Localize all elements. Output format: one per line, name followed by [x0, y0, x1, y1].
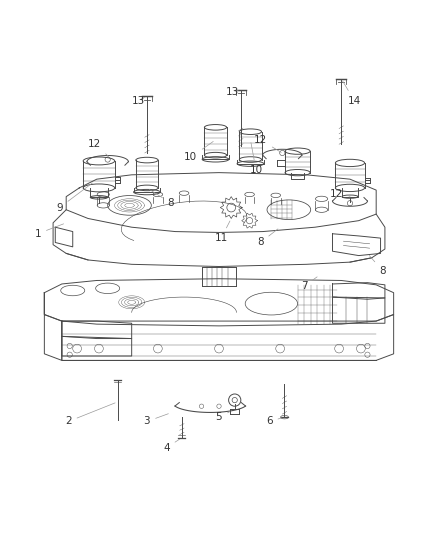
Text: 8: 8: [257, 229, 278, 247]
Text: 13: 13: [131, 95, 145, 106]
Text: 12: 12: [254, 135, 281, 152]
Text: 3: 3: [144, 414, 168, 426]
Text: 8: 8: [369, 255, 386, 276]
Text: 14: 14: [343, 81, 361, 106]
Text: 11: 11: [215, 221, 230, 243]
Text: 9: 9: [57, 183, 92, 213]
Text: 5: 5: [215, 412, 230, 422]
Text: 10: 10: [250, 143, 263, 175]
Text: 7: 7: [301, 277, 317, 291]
Text: 10: 10: [184, 141, 213, 163]
Text: 12: 12: [330, 189, 350, 199]
Text: 13: 13: [226, 87, 239, 97]
Text: 12: 12: [88, 139, 109, 156]
Text: 6: 6: [266, 416, 282, 426]
Text: 8: 8: [149, 189, 174, 208]
Text: 1: 1: [35, 224, 64, 239]
Text: 2: 2: [65, 403, 115, 426]
Text: 4: 4: [163, 439, 180, 453]
